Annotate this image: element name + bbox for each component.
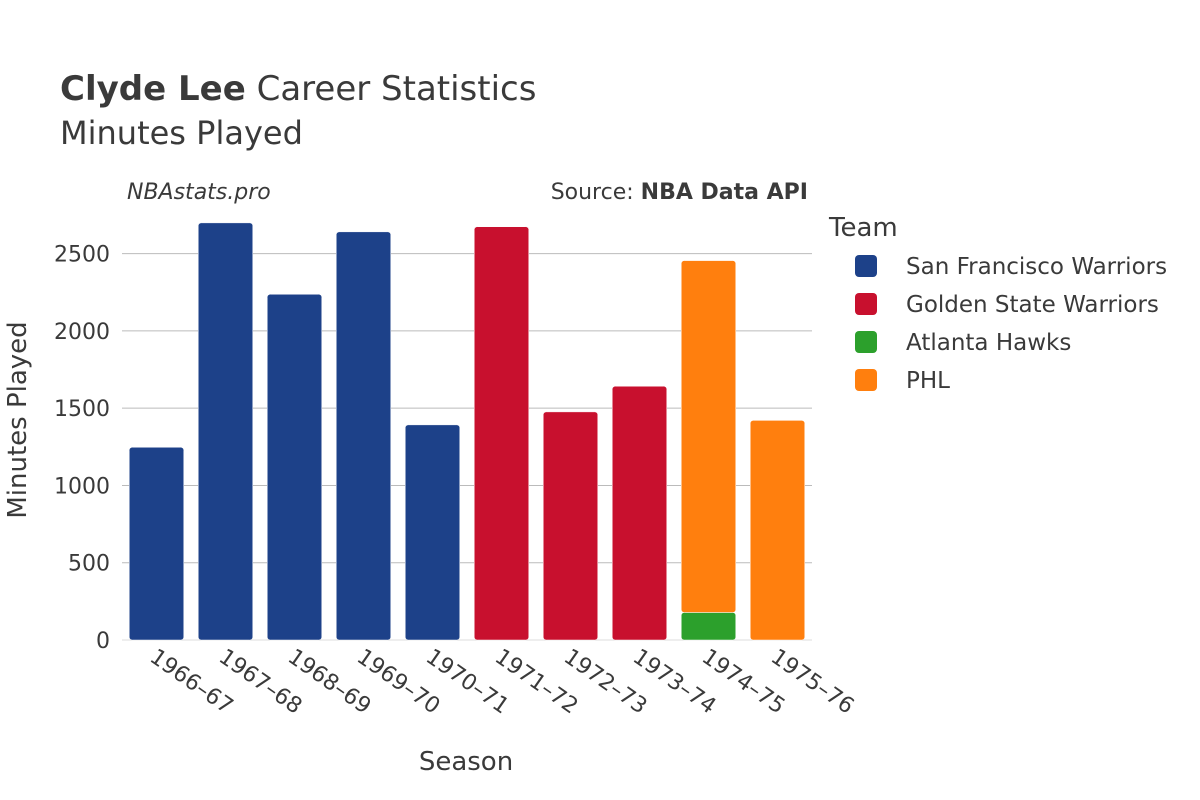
source-prefix: Source: — [551, 180, 641, 205]
bar-san-francisco-warriors-2 — [266, 294, 323, 641]
bars — [128, 222, 806, 641]
watermark: NBAstats.pro — [127, 180, 271, 205]
legend: San Francisco Warriors Golden State Warri… — [855, 254, 1167, 394]
legend-swatch — [855, 255, 877, 277]
bar-phl-9 — [749, 420, 806, 641]
legend-swatch — [855, 369, 877, 391]
bar-golden-state-warriors-5 — [473, 226, 530, 641]
y-tick-label: 500 — [68, 552, 110, 577]
x-tick-labels: 1966–671967–681968–691969–701970–711971–… — [145, 644, 858, 719]
bar-atlanta-hawks-8 — [680, 612, 737, 641]
y-tick-label: 0 — [96, 629, 110, 654]
y-tick-labels: 0 500 1000 1500 2000 2500 — [54, 243, 110, 654]
chart-subtitle: Minutes Played — [60, 114, 303, 152]
bar-san-francisco-warriors-3 — [335, 231, 392, 641]
legend-label: San Francisco Warriors — [906, 254, 1167, 280]
y-tick-label: 1500 — [54, 397, 110, 422]
bar-san-francisco-warriors-0 — [128, 447, 185, 641]
legend-swatch — [855, 293, 877, 315]
y-tick-label: 2500 — [54, 243, 110, 268]
bar-san-francisco-warriors-1 — [197, 222, 254, 641]
bar-golden-state-warriors-6 — [542, 411, 599, 641]
legend-label: Golden State Warriors — [906, 292, 1159, 318]
y-tick-label: 1000 — [54, 474, 110, 499]
y-axis-title: Minutes Played — [3, 321, 33, 518]
x-axis-title: Season — [419, 747, 513, 777]
y-tick-label: 2000 — [54, 320, 110, 345]
legend-label: PHL — [906, 368, 950, 394]
bar-san-francisco-warriors-4 — [404, 424, 461, 641]
legend-label: Atlanta Hawks — [906, 330, 1071, 356]
legend-title: Team — [828, 213, 898, 243]
chart-title: Clyde Lee Career Statistics — [60, 69, 536, 109]
bar-golden-state-warriors-7 — [611, 385, 668, 641]
source-note: Source: NBA Data API — [551, 180, 808, 205]
source-name: NBA Data API — [641, 180, 808, 205]
legend-swatch — [855, 331, 877, 353]
chart-title-rest: Career Statistics — [246, 69, 537, 109]
chart-title-player: Clyde Lee — [60, 69, 246, 109]
bar-phl-8 — [680, 260, 737, 613]
